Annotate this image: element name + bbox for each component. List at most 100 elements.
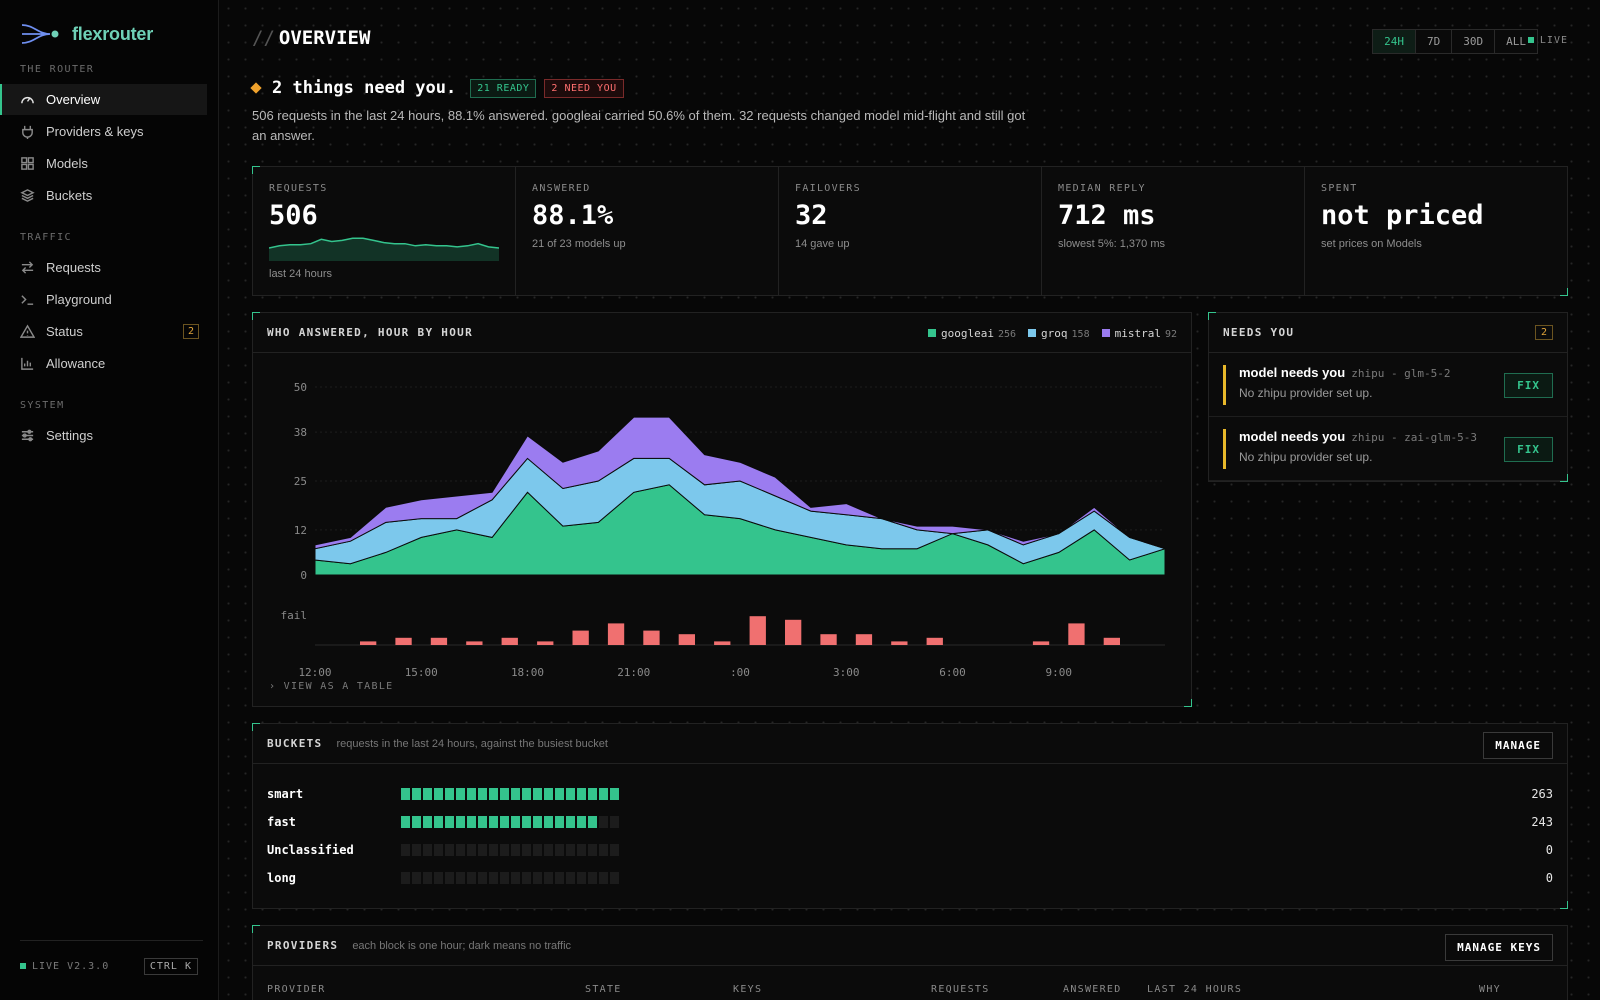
fail-bar bbox=[785, 619, 802, 645]
fail-bar bbox=[678, 634, 695, 645]
stat-sub: slowest 5%: 1,370 ms bbox=[1058, 238, 1165, 250]
needs-item-title-text: model needs you bbox=[1239, 365, 1346, 380]
column-header-requests[interactable]: REQUESTS bbox=[931, 983, 990, 995]
corner-mark bbox=[1184, 699, 1192, 707]
fail-bar bbox=[607, 623, 625, 645]
chevron-right-icon: › bbox=[269, 681, 284, 692]
router-logo-icon bbox=[21, 24, 59, 44]
meter-block bbox=[445, 872, 454, 884]
stat-sub: last 24 hours bbox=[269, 268, 332, 280]
fail-bar bbox=[537, 641, 554, 645]
legend-groq: groq 158 bbox=[1028, 327, 1090, 340]
fail-bar bbox=[360, 641, 377, 645]
sidebar-item-label: Buckets bbox=[46, 188, 93, 203]
column-header-provider[interactable]: PROVIDER bbox=[267, 983, 326, 995]
meter-block bbox=[610, 788, 619, 800]
range-30d[interactable]: 30D bbox=[1451, 30, 1495, 53]
sidebar-item-buckets[interactable]: Buckets bbox=[0, 180, 207, 211]
range-24h[interactable]: 24H bbox=[1373, 30, 1415, 53]
meter-block bbox=[412, 816, 421, 828]
legend-count: 92 bbox=[1164, 329, 1177, 340]
app-name: flexrouter bbox=[72, 23, 154, 44]
legend-name: googleai bbox=[940, 327, 994, 340]
sidebar-item-requests[interactable]: Requests bbox=[0, 252, 207, 283]
stat-median-reply: MEDIAN REPLY 712 ms slowest 5%: 1,370 ms bbox=[1042, 167, 1305, 295]
fail-bar bbox=[466, 641, 483, 645]
y-tick-label: 38 bbox=[294, 426, 307, 439]
fail-bar bbox=[643, 630, 660, 645]
title-prefix: // bbox=[252, 27, 275, 49]
sidebar-item-settings[interactable]: Settings bbox=[0, 420, 207, 451]
sidebar-item-label: Providers & keys bbox=[46, 124, 144, 139]
meter-block bbox=[445, 816, 454, 828]
sidebar-footer: LIVE V2.3.0 CTRL K bbox=[20, 958, 198, 975]
meter-block bbox=[412, 872, 421, 884]
meter-block bbox=[401, 872, 410, 884]
meter-block bbox=[423, 844, 432, 856]
fix-button[interactable]: FIX bbox=[1504, 437, 1553, 462]
warning-icon bbox=[20, 324, 35, 338]
fix-button[interactable]: FIX bbox=[1504, 373, 1553, 398]
meter-block bbox=[533, 788, 542, 800]
column-header-keys[interactable]: KEYS bbox=[733, 983, 763, 995]
meter-block bbox=[599, 872, 608, 884]
command-shortcut[interactable]: CTRL K bbox=[143, 958, 198, 975]
view-as-table-link[interactable]: › VIEW AS A TABLE bbox=[269, 681, 393, 692]
version-label: LIVE V2.3.0 bbox=[20, 961, 109, 972]
plug-icon bbox=[22, 125, 33, 139]
bucket-count: 0 bbox=[1545, 871, 1553, 885]
meter-block bbox=[500, 788, 509, 800]
meter-block bbox=[456, 872, 465, 884]
fail-bar bbox=[395, 637, 412, 645]
warning-bar bbox=[1223, 365, 1226, 405]
meter-block bbox=[401, 844, 410, 856]
column-header-why[interactable]: WHY bbox=[1479, 983, 1501, 995]
fail-bar bbox=[891, 641, 908, 645]
needs-count-badge: 2 bbox=[1534, 325, 1553, 340]
corner-mark bbox=[252, 166, 260, 174]
fail-bar bbox=[926, 637, 943, 645]
x-tick-label: :00 bbox=[730, 666, 750, 679]
fail-bar bbox=[749, 616, 766, 645]
range-7d[interactable]: 7D bbox=[1415, 30, 1452, 53]
needs-item: model needs you zhipu - glm-5-2 No zhipu p… bbox=[1209, 353, 1567, 417]
warning-bar bbox=[1223, 429, 1226, 469]
providers-title: PROVIDERS bbox=[267, 939, 339, 952]
meter-block bbox=[478, 816, 487, 828]
meter-block bbox=[434, 788, 443, 800]
bucket-name: fast bbox=[267, 815, 296, 829]
requests-sparkline bbox=[269, 237, 499, 261]
sidebar-item-label: Overview bbox=[46, 92, 101, 107]
meter-block bbox=[489, 816, 498, 828]
meter-block bbox=[577, 788, 586, 800]
column-header-state[interactable]: STATE bbox=[585, 983, 622, 995]
title-text: OVERVIEW bbox=[278, 27, 371, 49]
manage-buckets-button[interactable]: MANAGE bbox=[1483, 732, 1553, 759]
meter-block bbox=[544, 788, 553, 800]
sidebar-item-overview[interactable]: Overview bbox=[0, 84, 207, 115]
meter-block bbox=[478, 872, 487, 884]
meter-block bbox=[588, 788, 597, 800]
bar-chart-icon bbox=[21, 357, 34, 370]
fail-bar bbox=[1032, 641, 1050, 645]
providers-header: PROVIDERS each block is one hour; dark me… bbox=[253, 926, 1567, 966]
summary-text: 506 requests in the last 24 hours, 88.1%… bbox=[252, 108, 1026, 143]
needs-item-title: model needs you zhipu - zai-glm-5-3 bbox=[1239, 429, 1553, 444]
column-header-answered[interactable]: ANSWERED bbox=[1063, 983, 1122, 995]
sidebar-item-models[interactable]: Models bbox=[0, 148, 207, 179]
sidebar-item-allowance[interactable]: Allowance bbox=[0, 348, 207, 379]
meter-block bbox=[522, 816, 531, 828]
stat-label: FAILOVERS bbox=[795, 183, 861, 194]
manage-keys-button[interactable]: MANAGE KEYS bbox=[1445, 934, 1553, 961]
column-header-last-24-hours[interactable]: LAST 24 HOURS bbox=[1147, 983, 1243, 995]
sidebar-item-providers-keys[interactable]: Providers & keys bbox=[0, 116, 207, 147]
range-all[interactable]: ALL bbox=[1494, 30, 1537, 53]
time-range-selector: 24H 7D 30D ALL bbox=[1372, 29, 1538, 54]
sidebar-item-status[interactable]: Status 2 bbox=[0, 316, 207, 347]
logo[interactable]: flexrouter bbox=[20, 20, 153, 48]
meter-block bbox=[423, 788, 432, 800]
stat-label: SPENT bbox=[1321, 183, 1358, 194]
sidebar-item-playground[interactable]: Playground bbox=[0, 284, 207, 315]
sparkline-fill bbox=[269, 238, 499, 261]
meter-block bbox=[610, 844, 619, 856]
